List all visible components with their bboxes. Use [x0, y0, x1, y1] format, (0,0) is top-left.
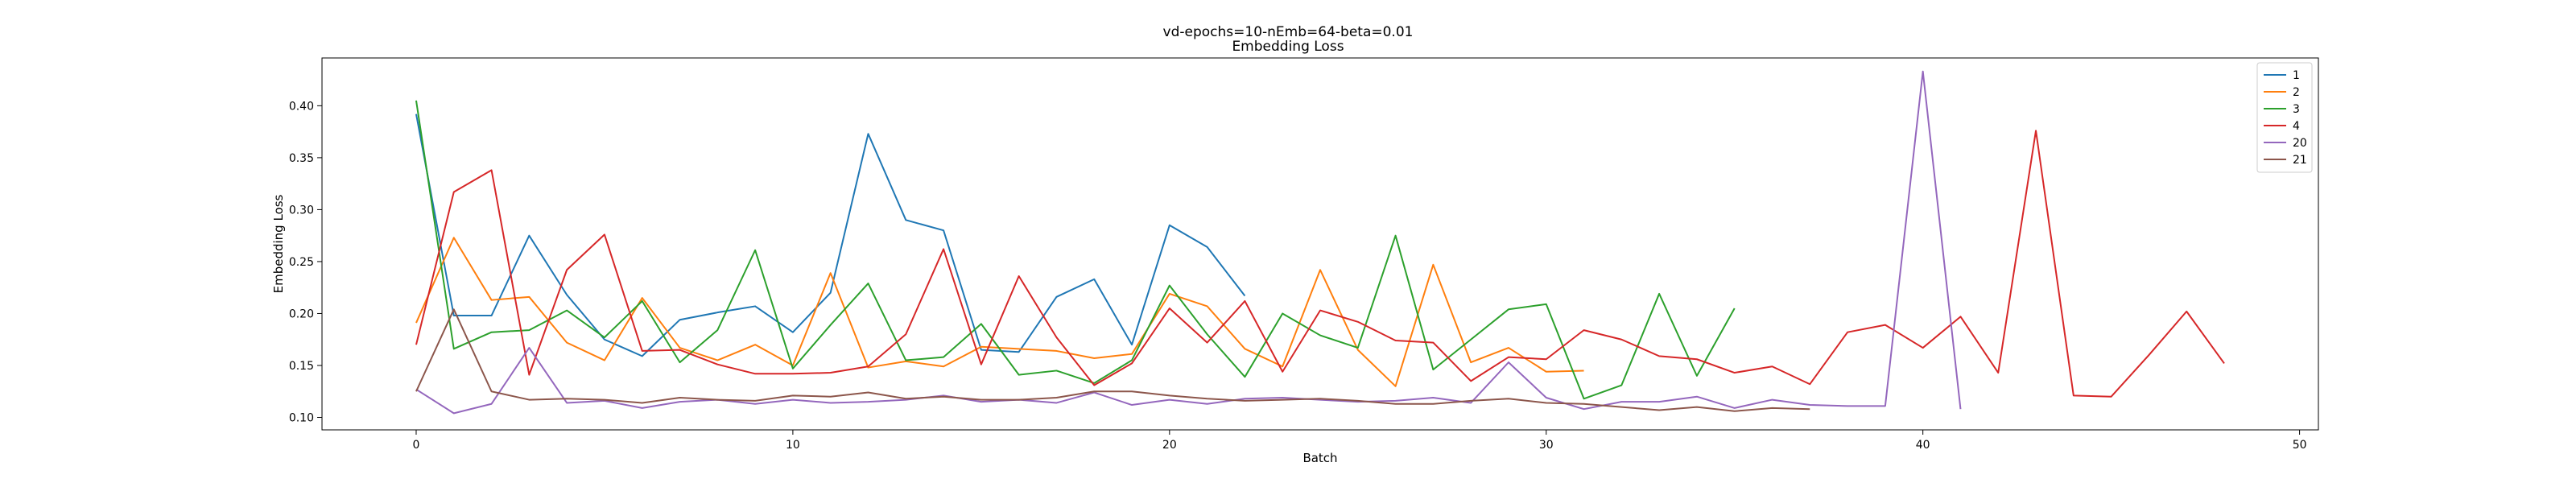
y-axis-ticks: 0.10 0.15 0.20 0.25 0.30 0.35 0.40	[289, 100, 322, 425]
legend-label-2: 2	[2293, 86, 2300, 99]
chart-title: vd-epochs=10-nEmb=64-beta=0.01	[1163, 24, 1414, 40]
y-tick-label: 0.30	[289, 204, 314, 217]
series-line-21	[415, 308, 1810, 412]
series-lines	[415, 70, 2225, 415]
legend-box	[2256, 62, 2313, 173]
legend-label-3: 3	[2293, 103, 2300, 116]
series-line-1	[415, 114, 1246, 357]
y-tick-label: 0.40	[289, 100, 314, 113]
x-tick-label: 40	[1916, 439, 1930, 452]
series-line-3	[415, 100, 1736, 400]
axes-frame	[321, 57, 2319, 431]
x-tick-label: 0	[413, 439, 420, 452]
x-tick-label: 30	[1539, 439, 1554, 452]
legend-label-1: 1	[2293, 69, 2300, 82]
x-tick-label: 20	[1162, 439, 1177, 452]
chart-subtitle: Embedding Loss	[1232, 39, 1344, 55]
series-line-2	[415, 237, 1584, 387]
series-line-4	[415, 130, 2225, 398]
y-tick-label: 0.20	[289, 308, 314, 320]
x-axis-label: Batch	[1302, 451, 1337, 465]
y-axis-label: Embedding Loss	[271, 194, 286, 293]
legend: 1 2 3 4 20 21	[2256, 62, 2313, 173]
x-tick-label: 10	[786, 439, 800, 452]
x-tick-label: 50	[2293, 439, 2307, 452]
legend-label-4: 4	[2293, 120, 2300, 133]
series-line-20	[415, 70, 1962, 415]
plot-area	[321, 57, 2319, 431]
x-axis-ticks: 0 10 20 30 40 50	[413, 430, 2307, 452]
y-tick-label: 0.15	[289, 360, 314, 373]
y-tick-label: 0.10	[289, 412, 314, 425]
legend-label-20: 20	[2293, 137, 2307, 150]
y-tick-label: 0.25	[289, 256, 314, 269]
y-tick-label: 0.35	[289, 152, 314, 165]
legend-label-21: 21	[2293, 154, 2307, 167]
